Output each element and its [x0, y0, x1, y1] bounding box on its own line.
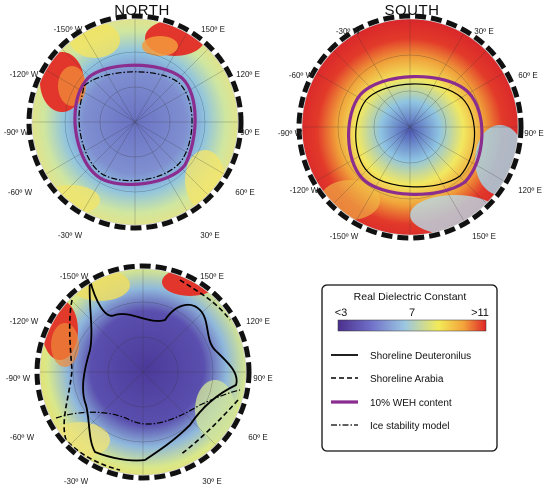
- colorbar-max-label: >11: [471, 307, 489, 319]
- lon-label: -90º W: [6, 374, 31, 383]
- legend-label: 10% WEH content: [370, 398, 452, 409]
- legend: Real Dielectric Constant <3 7 >11 Shorel…: [321, 284, 498, 452]
- lon-label: 90º E: [240, 128, 259, 137]
- lon-label: 90º E: [524, 129, 543, 138]
- lon-label: -120º W: [10, 70, 39, 79]
- lon-label: 120º E: [236, 70, 260, 79]
- lon-label: -120º W: [10, 317, 39, 326]
- shoreline-map: [40, 269, 246, 475]
- lon-label: -90º W: [4, 128, 29, 137]
- lon-label: -90º W: [278, 129, 303, 138]
- lon-label: 60º E: [235, 188, 254, 197]
- lon-label: 30º E: [200, 231, 219, 240]
- south-panel: SOUTH -30º W 30º: [278, 2, 544, 241]
- lon-label: -120º W: [290, 186, 319, 195]
- lon-label: -150º W: [54, 25, 83, 34]
- legend-label: Ice stability model: [370, 421, 449, 432]
- lon-label: 90º E: [253, 374, 272, 383]
- shoreline-panel: -150º W 150º E -120º W 120º E -90º W 90º…: [6, 263, 273, 486]
- lon-label: -30º W: [336, 27, 361, 36]
- north-title: NORTH: [114, 2, 170, 19]
- lon-label: 150º E: [201, 25, 225, 34]
- lon-label: 150º E: [472, 232, 496, 241]
- colorbar-mid-label: 7: [409, 307, 415, 319]
- legend-item-ice: Ice stability model: [331, 421, 449, 432]
- lon-label: -30º W: [64, 477, 89, 486]
- legend-title: Real Dielectric Constant: [354, 291, 467, 303]
- south-map: [302, 19, 518, 235]
- lon-label: -150º W: [330, 232, 359, 241]
- legend-label: Shoreline Arabia: [370, 374, 444, 385]
- colorbar-min-label: <3: [335, 307, 348, 319]
- lon-label: 30º E: [202, 477, 221, 486]
- lon-label: -150º W: [60, 272, 89, 281]
- lon-label: 150º E: [200, 272, 224, 281]
- legend-label: Shoreline Deuteronilus: [370, 351, 471, 362]
- legend-item-arabia: Shoreline Arabia: [331, 374, 444, 385]
- legend-item-deuteronilus: Shoreline Deuteronilus: [331, 351, 471, 362]
- lon-label: 60º E: [518, 71, 537, 80]
- legend-item-weh: 10% WEH content: [331, 398, 452, 409]
- north-longitude-labels: -150º W 150º E -120º W 120º E -90º W 90º…: [4, 25, 260, 240]
- north-map: [32, 19, 238, 225]
- lon-label: 60º E: [248, 433, 267, 442]
- colorbar: [337, 319, 487, 332]
- lon-label: -60º W: [10, 433, 35, 442]
- lon-label: 30º E: [474, 27, 493, 36]
- north-panel: NORTH: [4, 2, 260, 240]
- south-longitude-labels: -30º W 30º E -60º W 60º E -90º W 90º E -…: [278, 27, 544, 241]
- lon-label: 120º E: [246, 317, 270, 326]
- shoreline-longitude-labels: -150º W 150º E -120º W 120º E -90º W 90º…: [6, 272, 273, 486]
- lon-label: 120º E: [518, 186, 542, 195]
- lon-label: -60º W: [289, 71, 314, 80]
- lon-label: -30º W: [58, 231, 83, 240]
- lon-label: -60º W: [8, 188, 33, 197]
